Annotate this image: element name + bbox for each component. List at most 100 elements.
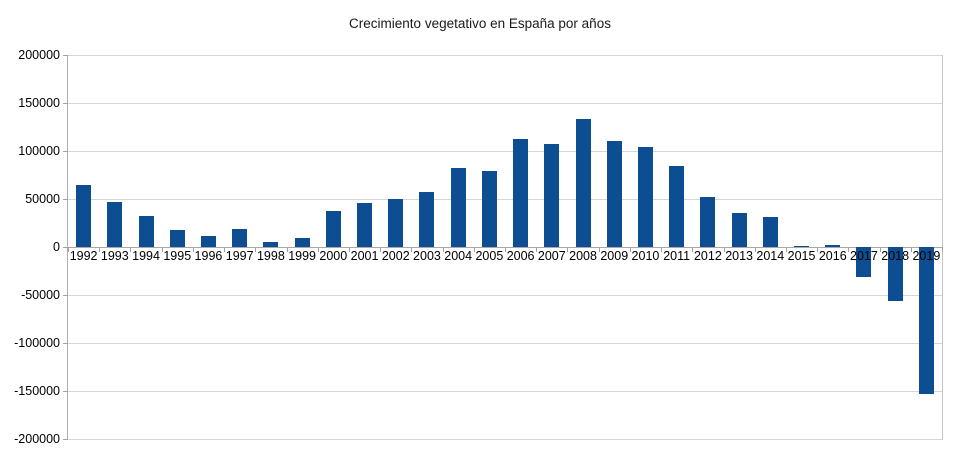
x-axis-tick	[255, 247, 257, 252]
chart-title: Crecimiento vegetativo en España por año…	[349, 16, 611, 31]
bar	[887, 247, 903, 301]
y-tick-label: -50000	[21, 287, 60, 302]
x-axis-tick	[629, 247, 631, 252]
gridline	[68, 55, 942, 56]
gridline	[68, 199, 942, 200]
bar	[513, 139, 529, 247]
x-axis-tick	[68, 247, 69, 252]
x-tick-label: 2008	[569, 249, 597, 263]
y-tick-label: -200000	[14, 431, 60, 446]
x-axis-tick	[380, 247, 382, 252]
bar	[544, 144, 560, 247]
bar	[232, 228, 248, 247]
y-axis-tick	[63, 247, 68, 248]
x-axis-tick	[192, 247, 194, 252]
x-axis-tick	[161, 247, 163, 252]
bar	[700, 197, 716, 247]
x-tick-label: 2014	[756, 249, 785, 263]
x-tick-label: 2010	[631, 249, 660, 263]
bar	[918, 247, 934, 394]
x-axis-tick	[411, 247, 413, 252]
x-axis-tick	[910, 247, 912, 252]
x-tick-label: 2007	[537, 249, 566, 263]
x-tick-label: 1993	[100, 249, 129, 263]
bar	[357, 202, 373, 247]
bar	[637, 147, 653, 247]
x-axis-tick	[348, 247, 350, 252]
x-axis-tick	[442, 247, 444, 252]
x-axis-tick	[536, 247, 538, 252]
x-tick-label: 1997	[225, 249, 254, 263]
x-tick-label: 1995	[163, 249, 192, 263]
bar	[107, 201, 123, 247]
x-tick-label: 1994	[132, 249, 160, 263]
x-tick-label: 2016	[818, 249, 847, 263]
x-tick-label: 2003	[413, 249, 441, 263]
gridline	[68, 439, 942, 440]
bar	[200, 236, 216, 247]
x-tick-label: 2005	[475, 249, 504, 263]
bar	[294, 238, 310, 247]
x-tick-label: 2009	[600, 249, 629, 263]
x-axis-tick	[317, 247, 319, 252]
bar	[762, 217, 778, 247]
x-tick-label: 2018	[881, 249, 910, 263]
bar	[481, 171, 497, 247]
bar	[669, 166, 685, 247]
gridline	[68, 151, 942, 152]
x-axis-tick	[661, 247, 663, 252]
y-tick-label: 0	[53, 239, 60, 254]
x-tick-label: 2001	[350, 249, 379, 263]
x-axis-tick	[754, 247, 756, 252]
x-tick-label: 2000	[319, 249, 348, 263]
x-axis-tick	[723, 247, 725, 252]
x-axis-tick	[879, 247, 881, 252]
bar	[325, 211, 341, 247]
x-tick-label: 1999	[288, 249, 316, 263]
y-axis-tick	[63, 55, 68, 56]
x-axis-tick	[505, 247, 506, 252]
y-tick-label: -100000	[14, 335, 60, 350]
x-axis-tick	[286, 247, 288, 252]
bar	[388, 199, 404, 247]
x-tick-label: 2017	[850, 249, 878, 263]
y-axis-tick	[63, 295, 68, 296]
x-tick-label: 2011	[663, 249, 691, 263]
gridline	[68, 103, 942, 104]
x-tick-label: 2004	[444, 249, 473, 263]
x-axis-tick	[942, 247, 943, 252]
x-tick-label: 2015	[787, 249, 816, 263]
bar	[138, 216, 154, 247]
gridline	[68, 295, 942, 296]
bar	[76, 184, 92, 247]
bar	[731, 213, 747, 247]
x-tick-label: 2002	[381, 249, 410, 263]
y-tick-label: -150000	[14, 383, 60, 398]
x-axis-tick	[99, 247, 101, 252]
gridline	[68, 391, 942, 392]
y-tick-label: 150000	[18, 95, 60, 110]
bar	[575, 119, 591, 247]
bar	[856, 247, 872, 277]
bar	[794, 246, 810, 247]
y-axis-tick	[63, 103, 68, 104]
y-axis-tick	[63, 439, 68, 440]
x-tick-label: 2019	[912, 249, 941, 263]
y-axis-tick	[63, 151, 68, 152]
gridline	[68, 343, 942, 344]
x-tick-label: 1998	[256, 249, 285, 263]
y-axis-tick	[63, 199, 68, 200]
x-axis-tick	[567, 247, 569, 252]
y-tick-label: 50000	[25, 191, 60, 206]
bar	[419, 192, 435, 247]
x-axis-tick	[692, 247, 694, 252]
x-tick-label: 1996	[194, 249, 223, 263]
plot-area: 200000 150000 100000 50000 0 -50000 -100000 -15…	[14, 48, 943, 445]
y-axis-tick	[63, 343, 68, 344]
x-axis-tick	[817, 247, 819, 252]
bar	[169, 229, 185, 247]
x-axis-tick	[473, 247, 475, 252]
x-tick-label: 2012	[693, 249, 722, 263]
x-tick-label: 2013	[725, 249, 753, 263]
